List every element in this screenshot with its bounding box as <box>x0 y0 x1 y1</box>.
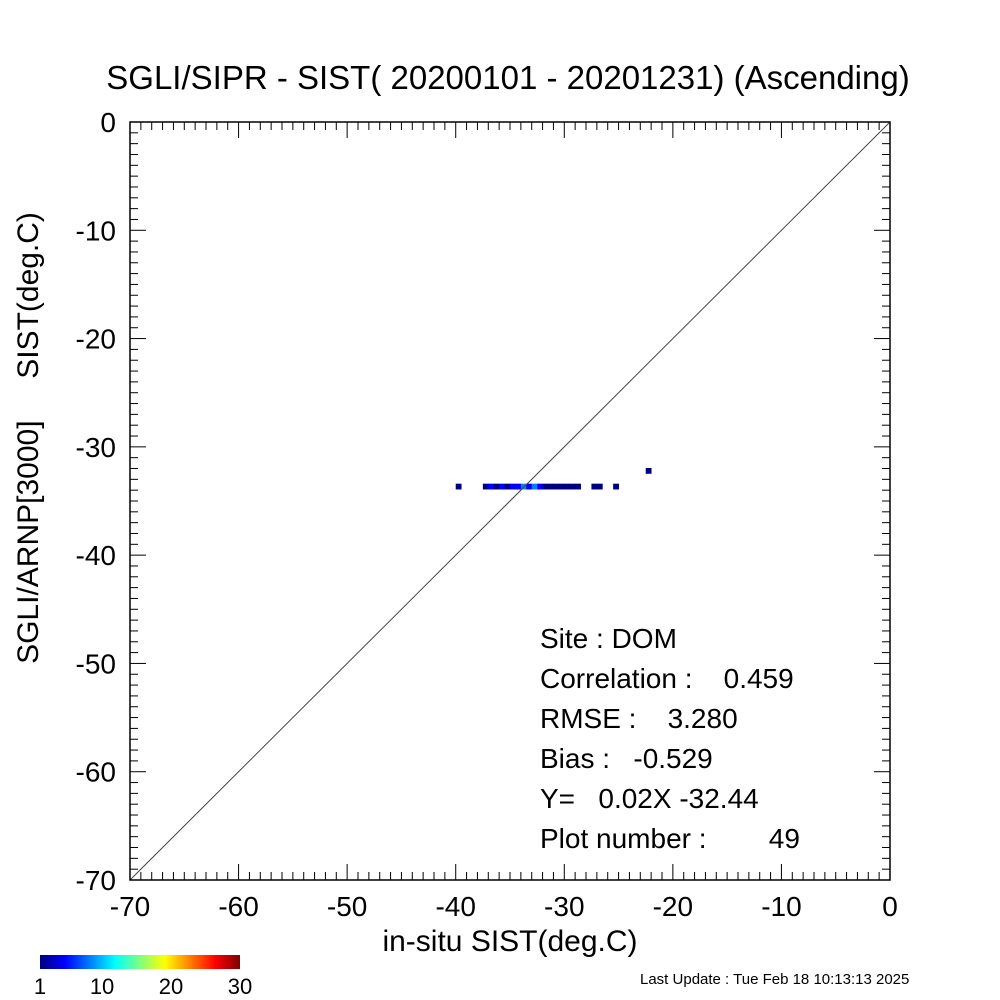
data-point <box>504 483 511 490</box>
last-update-text: Last Update : Tue Feb 18 10:13:13 2025 <box>640 971 909 988</box>
x-tick-label: 0 <box>882 891 898 922</box>
stats-rmse: RMSE : 3.280 <box>540 703 738 734</box>
data-point <box>575 483 581 490</box>
y-tick-label: -10 <box>76 215 116 246</box>
data-point <box>569 483 576 490</box>
data-point <box>553 483 560 490</box>
y-axis-label: SGLI/ARNP[3000] SIST(deg.C) <box>12 212 45 664</box>
data-point <box>537 483 543 490</box>
colorbar-tick-labels: 1 10 20 30 <box>34 974 252 999</box>
y-tick-label: -50 <box>76 648 116 679</box>
y-tick-label: -60 <box>76 757 116 788</box>
x-tick-label: -40 <box>435 891 475 922</box>
x-tick-label: -30 <box>544 891 584 922</box>
data-point <box>564 483 571 490</box>
y-tick-label: -40 <box>76 540 116 571</box>
data-point <box>613 483 619 490</box>
one-to-one-line <box>129 121 891 881</box>
data-point <box>645 467 652 474</box>
stats-plot-number: Plot number : 49 <box>540 823 800 854</box>
data-point <box>493 483 500 490</box>
data-point <box>499 483 505 490</box>
stats-fit: Y= 0.02X -32.44 <box>540 783 759 814</box>
x-tick-labels: -70 -60 -50 -40 -30 -20 -10 0 <box>110 891 898 922</box>
x-tick-label: -20 <box>653 891 693 922</box>
y-tick-label: -70 <box>76 865 116 896</box>
data-point <box>488 483 495 490</box>
x-tick-label: -70 <box>110 891 150 922</box>
y-tick-label: -20 <box>76 324 116 355</box>
plot-area-frame <box>129 121 891 881</box>
axis-ticks <box>129 121 891 881</box>
stats-site: Site : DOM <box>540 623 677 654</box>
data-point <box>548 483 554 490</box>
data-point <box>526 483 533 490</box>
data-point <box>482 483 489 490</box>
stats-panel: Site : DOM Correlation : 0.459 RMSE : 3.… <box>540 623 800 854</box>
y-tick-label: -30 <box>76 432 116 463</box>
colorbar-tick-label: 20 <box>159 974 183 999</box>
data-point <box>596 483 603 490</box>
chart-title: SGLI/SIPR - SIST( 20200101 - 20201231) (… <box>106 59 909 96</box>
stats-bias: Bias : -0.529 <box>540 743 713 774</box>
data-point <box>542 483 549 490</box>
x-tick-label: -10 <box>761 891 801 922</box>
y-tick-labels: 0 -10 -20 -30 -40 -50 -60 -70 <box>76 107 116 896</box>
data-point <box>531 483 538 490</box>
y-tick-label: 0 <box>100 107 116 138</box>
colorbar <box>40 955 240 969</box>
data-point <box>455 483 462 490</box>
colorbar-tick-label: 30 <box>228 974 252 999</box>
colorbar-tick-label: 1 <box>34 974 46 999</box>
data-point <box>591 483 598 490</box>
stats-correlation: Correlation : 0.459 <box>540 663 794 694</box>
x-axis-label: in-situ SIST(deg.C) <box>382 925 637 958</box>
colorbar-tick-label: 10 <box>90 974 114 999</box>
data-point <box>510 483 516 490</box>
data-points <box>455 467 652 490</box>
x-tick-label: -50 <box>327 891 367 922</box>
x-tick-label: -60 <box>218 891 258 922</box>
data-point <box>558 483 565 490</box>
data-point <box>515 483 522 490</box>
